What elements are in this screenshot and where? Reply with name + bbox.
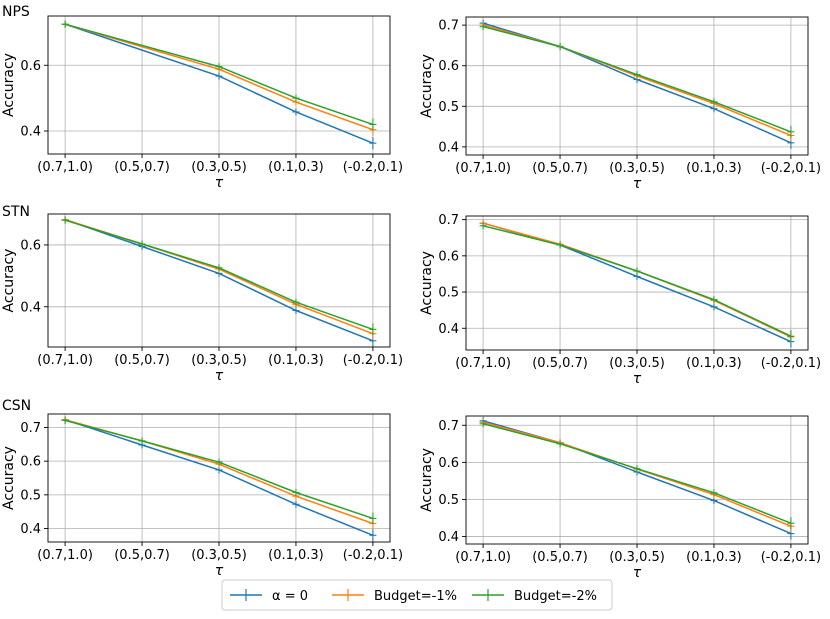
series-line [64, 23, 374, 126]
x-tick-label: (0.1,0.3) [268, 160, 324, 175]
chart-panel: (0.7,1.0) (0.5,0.7) (0.3,0.5) (0.1,0.3) (-0.… [1, 204, 403, 384]
x-tick-label: (0.1,0.3) [686, 356, 742, 371]
x-tick-label: (-0.2,0.1) [343, 353, 403, 368]
legend-label: Budget=-2% [514, 589, 597, 604]
x-tick-label: (-0.2,0.1) [343, 548, 403, 563]
legend-label: α = 0 [272, 589, 308, 604]
x-tick-label: (0.7,1.0) [455, 550, 511, 565]
x-tick-label: (0.7,1.0) [37, 160, 93, 175]
y-tick-label: 0.5 [438, 100, 459, 115]
chart-panels: (0.7,1.0) (0.5,0.7) (0.3,0.5) (0.1,0.3) (-0.… [1, 4, 821, 581]
y-tick-label: 0.7 [20, 421, 41, 436]
x-tick-label: (0.1,0.3) [268, 548, 324, 563]
legend-label: Budget=-1% [374, 589, 457, 604]
x-tick-label: (0.3,0.5) [191, 548, 247, 563]
y-tick-label: 0.6 [438, 59, 459, 74]
legend-box [221, 579, 613, 611]
chart-panel: (0.7,1.0) (0.5,0.7) (0.3,0.5) (0.1,0.3) (-0.… [419, 16, 821, 192]
x-axis-label: τ [215, 563, 224, 579]
y-axis-label: Accuracy [419, 251, 435, 315]
x-axis-label: τ [215, 175, 224, 191]
y-tick-label: 0.7 [438, 419, 459, 434]
y-tick-label: 0.4 [438, 140, 459, 155]
x-tick-label: (0.3,0.5) [609, 161, 665, 176]
x-tick-label: (0.1,0.3) [686, 161, 742, 176]
y-tick-label: 0.5 [20, 488, 41, 503]
x-tick-label: (0.7,1.0) [37, 548, 93, 563]
x-tick-label: (0.5,0.7) [114, 548, 170, 563]
x-tick-label: (0.5,0.7) [532, 161, 588, 176]
y-tick-label: 0.4 [20, 522, 41, 537]
x-tick-label: (-0.2,0.1) [343, 160, 403, 175]
y-axis-label: Accuracy [1, 249, 17, 313]
series-line [64, 23, 374, 144]
x-tick-label: (0.1,0.3) [686, 550, 742, 565]
x-tick-label: (0.3,0.5) [191, 353, 247, 368]
y-axis-label: Accuracy [419, 448, 435, 512]
x-axis-label: τ [633, 565, 642, 581]
y-tick-label: 0.6 [20, 455, 41, 470]
x-tick-label: (0.3,0.5) [609, 356, 665, 371]
x-tick-label: (0.3,0.5) [191, 160, 247, 175]
x-tick-label: (-0.2,0.1) [761, 356, 821, 371]
y-tick-label: 0.6 [20, 238, 41, 253]
legend: α = 0 Budget=-1% Budget=-2% [221, 579, 613, 611]
series-line [64, 23, 374, 131]
y-tick-label: 0.4 [20, 125, 41, 140]
y-tick-label: 0.6 [438, 249, 459, 264]
x-tick-label: (0.5,0.7) [114, 160, 170, 175]
y-tick-label: 0.7 [438, 213, 459, 228]
x-tick-label: (0.5,0.7) [532, 356, 588, 371]
row-label: CSN [2, 398, 31, 414]
x-tick-label: (0.5,0.7) [114, 353, 170, 368]
y-tick-label: 0.6 [20, 59, 41, 74]
row-label: NPS [2, 4, 30, 20]
x-axis-label: τ [633, 176, 642, 192]
chart-panel: (0.7,1.0) (0.5,0.7) (0.3,0.5) (0.1,0.3) (-0.… [419, 213, 821, 387]
x-tick-label: (0.3,0.5) [609, 550, 665, 565]
chart-panel: (0.7,1.0) (0.5,0.7) (0.3,0.5) (0.1,0.3) (-0.… [419, 415, 821, 581]
y-axis-label: Accuracy [419, 54, 435, 118]
x-tick-label: (-0.2,0.1) [761, 161, 821, 176]
x-tick-label: (0.5,0.7) [532, 550, 588, 565]
chart-panel: (0.7,1.0) (0.5,0.7) (0.3,0.5) (0.1,0.3) (-0.… [1, 398, 403, 579]
y-tick-label: 0.4 [20, 300, 41, 315]
y-tick-label: 0.5 [438, 286, 459, 301]
x-tick-label: (0.7,1.0) [37, 353, 93, 368]
chart-panel: (0.7,1.0) (0.5,0.7) (0.3,0.5) (0.1,0.3) (-0.… [1, 4, 403, 191]
y-tick-label: 0.6 [438, 456, 459, 471]
y-tick-label: 0.5 [438, 493, 459, 508]
x-tick-label: (0.7,1.0) [455, 356, 511, 371]
x-axis-label: τ [215, 368, 224, 384]
x-tick-label: (0.1,0.3) [268, 353, 324, 368]
row-label: STN [2, 204, 30, 220]
x-tick-label: (-0.2,0.1) [761, 550, 821, 565]
y-tick-label: 0.4 [438, 530, 459, 545]
y-axis-label: Accuracy [1, 53, 17, 117]
y-tick-label: 0.7 [438, 19, 459, 34]
y-axis-label: Accuracy [1, 446, 17, 510]
y-tick-label: 0.4 [438, 322, 459, 337]
x-tick-label: (0.7,1.0) [455, 161, 511, 176]
x-axis-label: τ [633, 371, 642, 387]
